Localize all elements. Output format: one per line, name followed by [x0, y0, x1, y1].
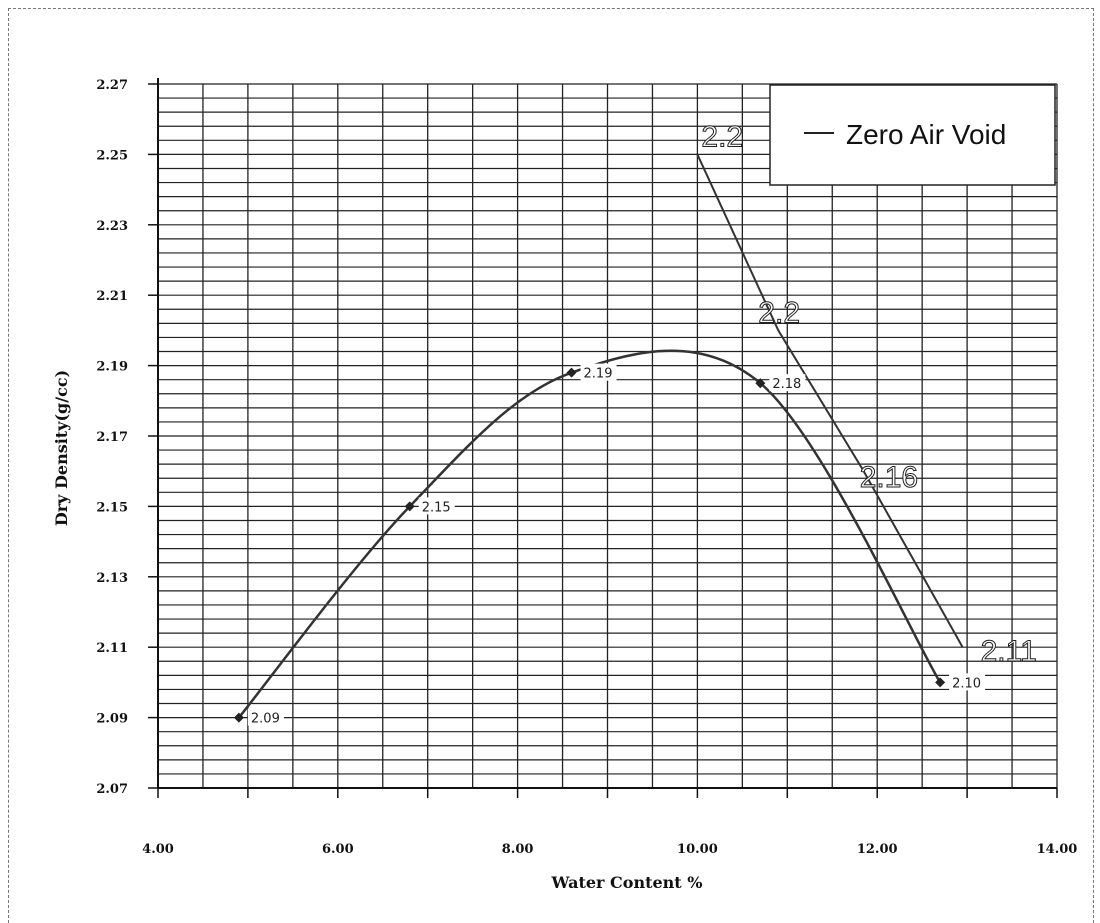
zero-air-void-line: [696, 153, 964, 648]
data-label-bg: [769, 374, 806, 392]
x-tick-label: 8.00: [502, 842, 534, 857]
y-axis-title: Dry Density(g/cc): [52, 370, 71, 526]
data-label-bg: [247, 708, 284, 726]
data-labels: 2.09 2.15 2.19 2.18 2.10 2.2 2.2 2.16 2.11: [247, 120, 1037, 727]
y-tick-label: 2.07: [96, 782, 128, 797]
data-label: 2.10: [952, 676, 981, 691]
x-tick-label: 14.00: [1037, 842, 1078, 857]
axes: 2.07 2.09 2.11 2.13 2.15 2.17 2.19 2.21 2.23 2.25…: [96, 78, 1077, 857]
data-label-bg: [418, 497, 455, 515]
data-label: 2.18: [772, 377, 801, 392]
x-tick-label: 6.00: [322, 842, 354, 857]
zero-air-void-label: 2.11: [981, 635, 1037, 668]
zero-air-void-label: 2.16: [860, 461, 918, 494]
legend: Zero Air Void: [769, 84, 1056, 186]
data-label: 2.19: [584, 367, 613, 382]
x-axis-title: Water Content %: [551, 873, 703, 892]
data-label-bg: [949, 673, 986, 691]
data-label-bg: [580, 363, 617, 381]
y-tick-label: 2.27: [96, 78, 128, 93]
y-tick-label: 2.17: [96, 430, 128, 445]
data-point-marker: [566, 367, 577, 378]
y-tick-label: 2.15: [96, 500, 128, 515]
data-point-marker: [404, 501, 415, 512]
plot-series: [233, 153, 964, 723]
y-tick-label: 2.13: [96, 571, 128, 586]
grid-lines: [157, 83, 1058, 789]
legend-box: [769, 84, 1056, 186]
data-label: 2.09: [251, 712, 280, 727]
data-point-marker: [233, 712, 244, 723]
chart-frame: [8, 8, 1094, 923]
y-tick-label: 2.19: [96, 360, 128, 375]
data-label: 2.15: [422, 500, 451, 515]
y-tick-label: 2.09: [96, 712, 128, 727]
data-point-marker: [755, 378, 766, 389]
y-tick-label: 2.11: [96, 641, 128, 656]
data-point-marker: [935, 677, 946, 688]
y-tick-label: 2.21: [96, 289, 128, 304]
x-tick-label: 10.00: [677, 842, 718, 857]
x-tick-label: 12.00: [857, 842, 898, 857]
legend-entry-zero-air-void: Zero Air Void: [846, 119, 1006, 150]
y-tick-label: 2.25: [96, 148, 128, 163]
zero-air-void-label: 2.2: [758, 296, 800, 329]
zero-air-void-label: 2.2: [701, 120, 743, 153]
y-tick-label: 2.23: [96, 219, 128, 234]
x-tick-label: 4.00: [142, 842, 174, 857]
